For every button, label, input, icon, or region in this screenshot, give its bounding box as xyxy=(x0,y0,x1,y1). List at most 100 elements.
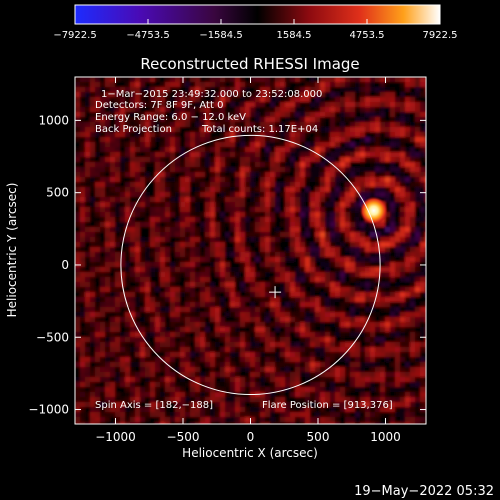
heatmap-cell xyxy=(110,397,115,402)
heatmap-cell xyxy=(280,387,285,392)
heatmap-cell xyxy=(295,107,300,112)
heatmap-cell xyxy=(90,232,95,237)
heatmap-cell xyxy=(220,407,225,412)
heatmap-cell xyxy=(330,197,335,202)
heatmap-cell xyxy=(250,342,255,347)
heatmap-cell xyxy=(175,372,180,377)
heatmap-cell xyxy=(275,192,280,197)
heatmap-cell xyxy=(165,387,170,392)
heatmap-cell xyxy=(75,92,80,97)
heatmap-cell xyxy=(385,397,390,402)
heatmap-cell xyxy=(410,112,415,117)
heatmap-cell xyxy=(255,362,260,367)
heatmap-cell xyxy=(115,292,120,297)
heatmap-cell xyxy=(255,107,260,112)
heatmap-cell xyxy=(100,342,105,347)
heatmap-cell xyxy=(170,387,175,392)
heatmap-cell xyxy=(200,362,205,367)
heatmap-cell xyxy=(135,282,140,287)
heatmap-cell xyxy=(350,187,355,192)
heatmap-cell xyxy=(105,342,110,347)
heatmap-cell xyxy=(320,177,325,182)
heatmap-cell xyxy=(270,397,275,402)
heatmap-cell xyxy=(215,297,220,302)
heatmap-cell xyxy=(400,217,405,222)
heatmap-cell xyxy=(110,77,115,82)
heatmap-cell xyxy=(250,287,255,292)
heatmap-cell xyxy=(225,227,230,232)
heatmap-cell xyxy=(320,312,325,317)
heatmap-cell xyxy=(115,182,120,187)
heatmap-cell xyxy=(110,382,115,387)
heatmap-cell xyxy=(195,337,200,342)
heatmap-cell xyxy=(250,207,255,212)
heatmap-cell xyxy=(390,387,395,392)
heatmap-cell xyxy=(325,417,330,422)
heatmap-cell xyxy=(185,407,190,412)
heatmap-cell xyxy=(180,157,185,162)
heatmap-cell xyxy=(380,352,385,357)
heatmap-cell xyxy=(75,292,80,297)
heatmap-cell xyxy=(230,187,235,192)
heatmap-cell xyxy=(295,87,300,92)
heatmap-cell xyxy=(235,282,240,287)
heatmap-cell xyxy=(180,132,185,137)
heatmap-cell xyxy=(205,392,210,397)
heatmap-cell xyxy=(335,152,340,157)
heatmap-cell xyxy=(295,117,300,122)
heatmap-cell xyxy=(135,92,140,97)
heatmap-cell xyxy=(310,197,315,202)
heatmap-cell xyxy=(230,342,235,347)
heatmap-cell xyxy=(195,342,200,347)
heatmap-cell xyxy=(245,237,250,242)
heatmap-cell xyxy=(75,202,80,207)
heatmap-cell xyxy=(300,92,305,97)
heatmap-cell xyxy=(85,122,90,127)
heatmap-cell xyxy=(105,207,110,212)
heatmap-cell xyxy=(160,332,165,337)
heatmap-cell xyxy=(420,282,425,287)
heatmap-cell xyxy=(315,327,320,332)
heatmap-cell xyxy=(115,142,120,147)
heatmap-cell xyxy=(90,307,95,312)
heatmap-cell xyxy=(185,377,190,382)
heatmap-cell xyxy=(305,232,310,237)
heatmap-cell xyxy=(390,252,395,257)
heatmap-cell xyxy=(190,162,195,167)
heatmap-cell xyxy=(135,287,140,292)
heatmap-cell xyxy=(365,327,370,332)
heatmap-cell xyxy=(115,422,120,424)
heatmap-cell xyxy=(85,87,90,92)
heatmap-cell xyxy=(215,327,220,332)
heatmap-cell xyxy=(130,262,135,267)
heatmap-cell xyxy=(315,142,320,147)
heatmap-cell xyxy=(270,177,275,182)
heatmap-cell xyxy=(305,332,310,337)
heatmap-cell xyxy=(110,147,115,152)
heatmap-cell xyxy=(115,177,120,182)
heatmap-cell xyxy=(395,247,400,252)
heatmap-cell xyxy=(410,122,415,127)
heatmap-cell xyxy=(405,272,410,277)
heatmap-cell xyxy=(380,142,385,147)
heatmap-cell xyxy=(305,212,310,217)
heatmap-cell xyxy=(185,252,190,257)
heatmap-cell xyxy=(170,312,175,317)
heatmap-cell xyxy=(245,252,250,257)
heatmap-cell xyxy=(85,112,90,117)
heatmap-cell xyxy=(240,342,245,347)
heatmap-cell xyxy=(295,92,300,97)
heatmap-cell xyxy=(115,377,120,382)
heatmap-cell xyxy=(420,162,425,167)
heatmap-cell xyxy=(100,312,105,317)
heatmap-cell xyxy=(215,237,220,242)
heatmap-cell xyxy=(195,352,200,357)
heatmap-cell xyxy=(390,177,395,182)
heatmap-cell xyxy=(420,412,425,417)
heatmap-cell xyxy=(135,387,140,392)
heatmap-cell xyxy=(245,292,250,297)
heatmap-cell xyxy=(360,177,365,182)
heatmap-cell xyxy=(145,322,150,327)
heatmap-cell xyxy=(395,197,400,202)
heatmap-cell xyxy=(400,362,405,367)
